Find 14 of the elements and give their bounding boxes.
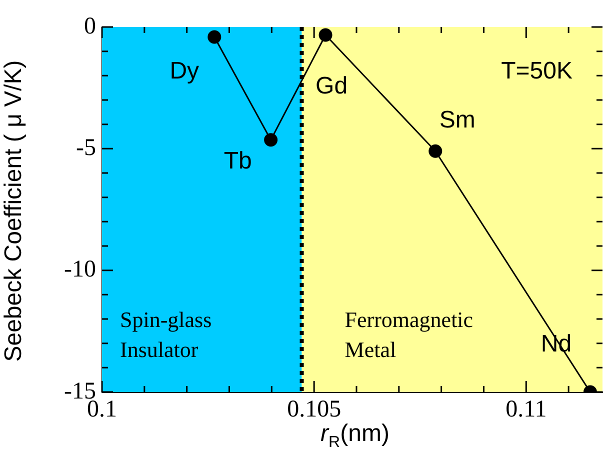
y-axis-title: Seebeck Coefficient ( μ V/K)	[0, 59, 28, 364]
annotation: Dy	[170, 58, 200, 85]
band-label: Spin-glass Insulator	[120, 306, 212, 362]
y-tick-label: -10	[64, 256, 96, 283]
annotation: Sm	[439, 106, 476, 134]
x-tick-label: 0.105	[287, 396, 342, 423]
y-tick-label: 0	[84, 13, 96, 40]
annotation: Tb	[224, 148, 252, 175]
band-label: Ferromagnetic Metal	[344, 306, 474, 362]
annotation: T=50K	[501, 58, 572, 85]
y-tick-label: -5	[76, 134, 96, 161]
x-axis-title: r$_{R}$(nm)	[320, 420, 390, 451]
x-tick-label: 0.11	[506, 396, 547, 423]
annotation: Gd	[316, 72, 348, 100]
